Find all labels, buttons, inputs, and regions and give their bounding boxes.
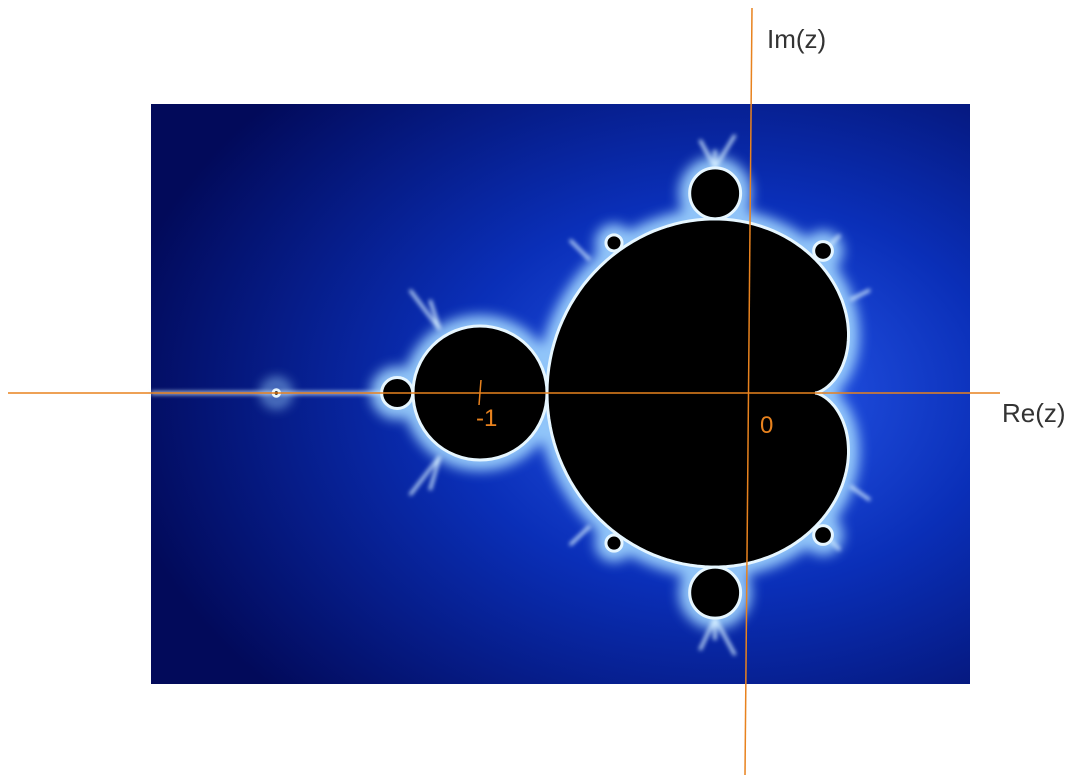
tick-label: 0 <box>760 412 773 439</box>
set-shape <box>606 235 622 251</box>
y-axis-label: Im(z) <box>767 24 826 54</box>
set-shape <box>606 535 622 551</box>
tick-label: -1 <box>476 405 497 432</box>
set-shape <box>690 567 741 618</box>
mandelbrot-figure: Im(z) Re(z) -1 0 <box>0 0 1082 781</box>
set-shape <box>814 526 833 545</box>
x-axis-label: Re(z) <box>1002 398 1066 428</box>
set-shape <box>690 168 741 219</box>
set-shape <box>814 242 833 261</box>
